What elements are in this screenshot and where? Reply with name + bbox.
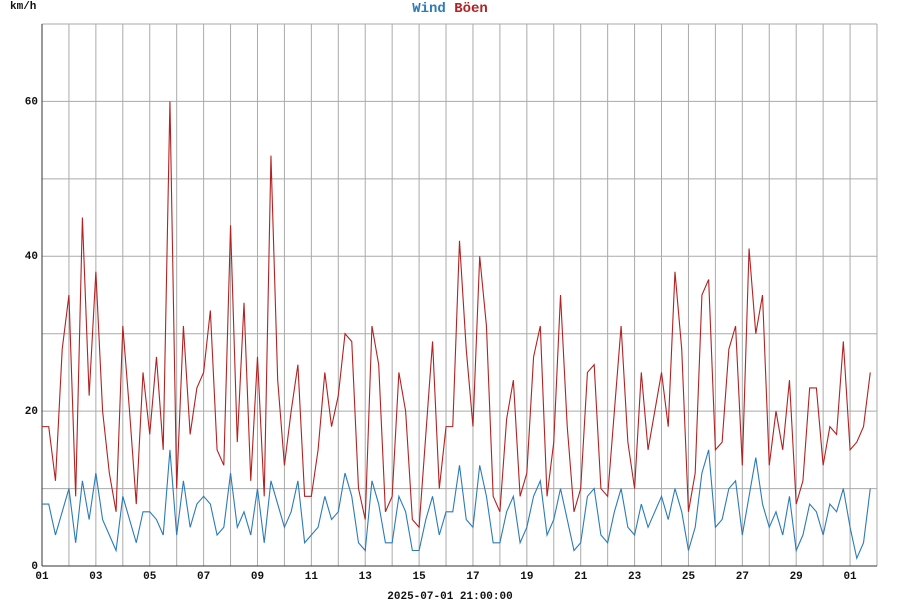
x-tick-label: 05 [143, 571, 157, 583]
legend-entry: Böen [454, 1, 488, 17]
x-tick-label: 21 [574, 571, 588, 583]
x-tick-label: 07 [197, 571, 210, 583]
x-tick-label: 25 [682, 571, 696, 583]
x-tick-label: 13 [359, 571, 373, 583]
series-line [42, 449, 871, 561]
x-tick-label: 29 [790, 571, 803, 583]
y-tick-label: 40 [25, 251, 38, 263]
x-tick-label: 15 [412, 571, 426, 583]
x-tick-label: 17 [466, 571, 479, 583]
x-tick-label: 19 [520, 571, 533, 583]
y-tick-label: 0 [31, 561, 38, 573]
chart-title: Wind Böen [412, 1, 488, 17]
x-tick-label: 09 [251, 571, 264, 583]
legend-entry: Wind [412, 1, 446, 17]
x-axis-label: 2025-07-01 21:00:00 [387, 591, 512, 600]
x-tick-label: 01 [843, 571, 857, 583]
x-tick-label: 01 [35, 571, 49, 583]
x-tick-label: 11 [305, 571, 319, 583]
y-tick-label: 60 [25, 96, 38, 108]
x-tick-label: 23 [628, 571, 642, 583]
series-line [42, 101, 871, 529]
x-tick-label: 03 [89, 571, 103, 583]
y-tick-label: 20 [25, 406, 38, 418]
y-axis-label: km/h [10, 1, 36, 13]
x-tick-label: 27 [736, 571, 749, 583]
